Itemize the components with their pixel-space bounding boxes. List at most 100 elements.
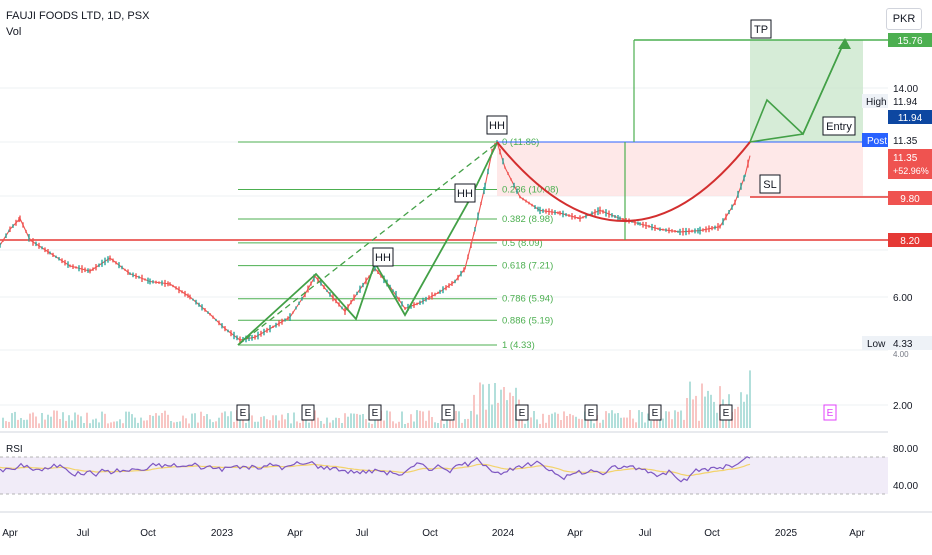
volume-bar <box>500 389 502 428</box>
volume-bar <box>65 420 67 428</box>
volume-indicator-label[interactable]: Vol <box>6 26 22 38</box>
earnings-marker[interactable]: E <box>441 404 455 421</box>
volume-bar <box>485 409 487 428</box>
x-tick: 2025 <box>775 528 798 539</box>
volume-bar <box>581 419 583 428</box>
earnings-marker-label: E <box>519 408 526 419</box>
last-price-tag <box>888 149 932 179</box>
volume-bar <box>329 422 331 428</box>
volume-bar <box>365 419 367 428</box>
volume-bar <box>101 411 103 428</box>
volume-bar <box>395 423 397 428</box>
volume-bar <box>35 416 37 428</box>
volume-bar <box>119 419 121 428</box>
hh-box: HH <box>486 115 508 135</box>
volume-bar <box>146 420 148 428</box>
volume-bar <box>641 412 643 428</box>
volume-bar <box>551 413 553 428</box>
volume-bar <box>413 421 415 428</box>
earnings-marker[interactable]: E <box>368 404 382 421</box>
earnings-marker[interactable]: E <box>719 404 733 421</box>
volume-bar <box>89 423 91 428</box>
high-text: High <box>866 97 887 108</box>
rsi-line <box>0 456 751 483</box>
low-value: 4.33 <box>893 339 913 350</box>
volume-bar <box>530 417 532 428</box>
earnings-marker[interactable]: E <box>301 404 315 421</box>
volume-bar <box>536 419 538 428</box>
x-tick: Jul <box>356 528 369 539</box>
high-price-tag-value: 11.94 <box>898 113 923 124</box>
volume-bar <box>326 417 328 428</box>
volume-bar <box>104 413 106 428</box>
volume-bar <box>218 417 220 428</box>
earnings-marker[interactable]: E <box>823 404 837 421</box>
x-tick: Oct <box>704 528 720 539</box>
high-price-tag <box>888 110 932 124</box>
support-price-value: 8.20 <box>900 236 920 247</box>
volume-bar <box>188 423 190 428</box>
volume-bar <box>137 422 139 428</box>
volume-bar <box>683 419 685 428</box>
earnings-marker-box <box>515 404 529 421</box>
volume-bar <box>23 419 25 428</box>
volume-bar <box>224 411 226 428</box>
partial-tick: 4.00 <box>893 350 909 359</box>
sl-label: SL <box>763 179 776 191</box>
volume-bar <box>743 401 745 428</box>
volume-bar <box>212 422 214 428</box>
volume-bar <box>131 414 133 428</box>
time-axis[interactable]: Apr Jul Oct 2023 Apr Jul Oct 2024 Apr Jul Oct 2025 A… <box>2 528 865 539</box>
high-value: 11.94 <box>893 97 918 108</box>
volume-bar <box>671 419 673 428</box>
currency-button[interactable]: PKR <box>886 8 922 30</box>
fib-label: 0.786 (5.94) <box>502 294 553 305</box>
post-text: Post <box>867 136 887 147</box>
volume-bar <box>2 417 4 428</box>
earnings-marker-label: E <box>723 408 730 419</box>
rsi-band-fill <box>0 457 888 494</box>
x-tick: Oct <box>422 528 438 539</box>
volume-bars <box>2 370 751 428</box>
volume-bar <box>491 404 493 428</box>
volume-bar <box>554 412 556 428</box>
volume-bar <box>737 406 739 428</box>
volume-bar <box>227 416 229 428</box>
symbol-title[interactable]: FAUJI FOODS LTD, 1D, PSX <box>6 10 150 22</box>
volume-bar <box>185 418 187 428</box>
x-tick: Jul <box>639 528 652 539</box>
volume-bar <box>407 422 409 428</box>
volume-bar <box>665 411 667 428</box>
volume-bar <box>77 414 79 428</box>
volume-bar <box>419 410 421 428</box>
volume-bar <box>359 414 361 428</box>
volume-bar <box>260 416 262 428</box>
volume-bar <box>26 419 28 428</box>
volume-bar <box>221 412 223 428</box>
volume-bar <box>443 423 445 428</box>
earnings-marker[interactable]: E <box>584 404 598 421</box>
volume-bar <box>437 423 439 428</box>
earnings-marker-label: E <box>445 408 452 419</box>
volume-bar <box>182 415 184 428</box>
volume-bar <box>383 420 385 428</box>
fib-label: 0.886 (5.19) <box>502 315 553 326</box>
low-price-tag <box>888 336 932 350</box>
earnings-marker[interactable]: E <box>515 404 529 421</box>
volume-bar <box>716 412 718 428</box>
volume-bar <box>311 418 313 428</box>
earnings-marker[interactable]: E <box>236 404 250 421</box>
volume-bar <box>638 410 640 428</box>
x-tick: Oct <box>140 528 156 539</box>
volume-bar <box>74 412 76 428</box>
volume-bar <box>44 419 46 428</box>
volume-bar <box>488 383 490 428</box>
price-axis[interactable]: 15.76 14.00 High 11.94 11.94 Post 11.35 … <box>862 33 932 492</box>
volume-bar <box>290 423 292 428</box>
tp-box: TP <box>750 19 772 39</box>
volume-bar <box>590 418 592 428</box>
earnings-marker[interactable]: E <box>648 404 662 421</box>
